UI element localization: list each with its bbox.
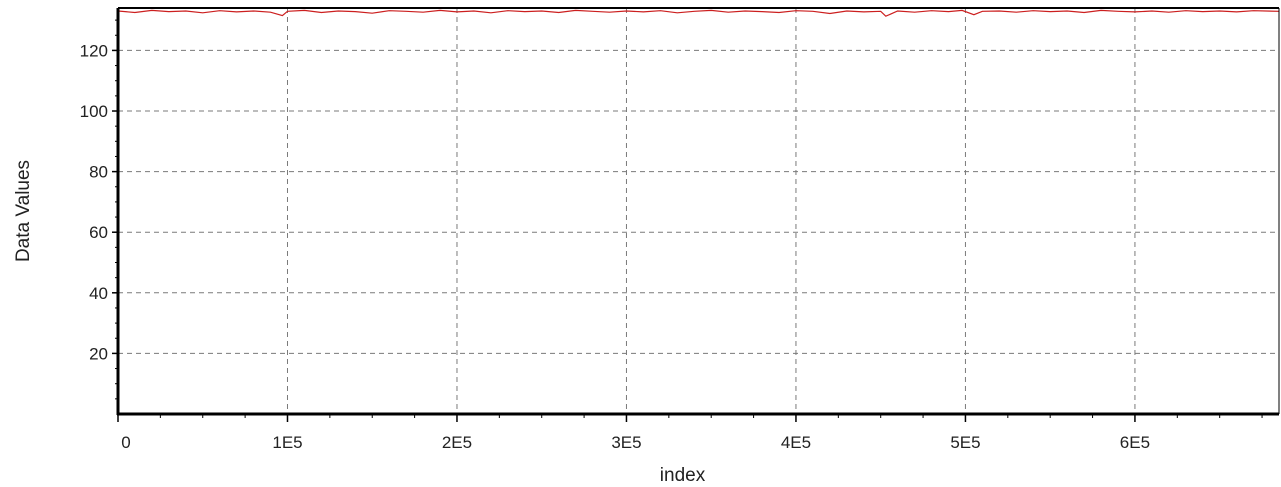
x-tick-label: 0: [121, 433, 130, 452]
x-tick-label: 5E5: [950, 433, 980, 452]
y-axis-ticks: 20 40 60 80 100 120: [80, 19, 118, 400]
x-tick-label: 1E5: [272, 433, 302, 452]
series-group: [117, 9, 1280, 17]
y-axis-label: Data Values: [13, 160, 34, 262]
x-axis-ticks: 0 1E5 2E5 3E5 4E5 5E5 6E5: [117, 414, 1263, 452]
x-tick-label: 2E5: [442, 433, 472, 452]
y-tick-label: 40: [89, 284, 108, 303]
y-tick-label: 100: [80, 102, 108, 121]
grid-lines: [118, 8, 1279, 414]
x-tick-label: 4E5: [781, 433, 811, 452]
y-tick-label: 120: [80, 41, 108, 60]
y-tick-label: 20: [89, 344, 108, 363]
y-tick-label: 60: [89, 223, 108, 242]
x-tick-label: 3E5: [611, 433, 641, 452]
series-line: [117, 9, 1280, 17]
x-tick-label: 6E5: [1120, 433, 1150, 452]
x-axis-label: index: [660, 465, 706, 486]
y-tick-label: 80: [89, 163, 108, 182]
